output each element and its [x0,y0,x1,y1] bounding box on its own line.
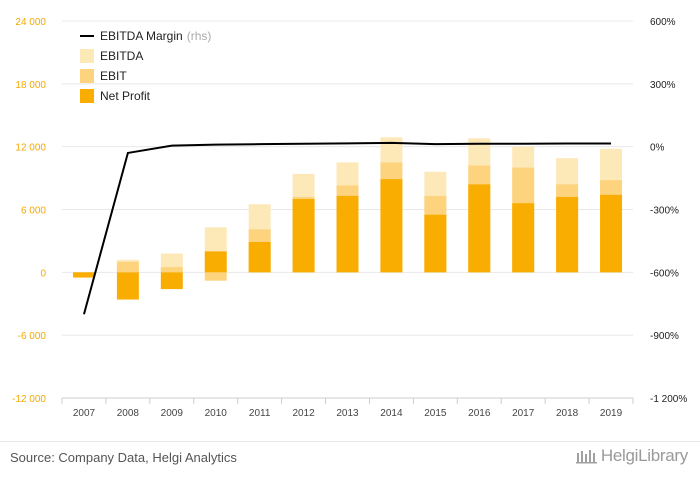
bar-net-profit [336,195,359,273]
bar-net-profit [468,184,491,273]
x-tick-label: 2014 [380,408,403,419]
y2-tick-label: -1 200% [650,394,687,405]
bar-net-profit [380,179,403,273]
helgi-logo: HelgiLibrary [575,446,688,466]
x-tick-label: 2007 [73,408,96,419]
bar-net-profit [600,194,623,273]
bar-net-profit [72,272,95,278]
margin-line [82,141,612,315]
axes: -12 000 -6 000 0 6 000 12 000 18 000 24 000 -1 … [12,17,687,419]
y2-tick-label: 600% [650,17,676,28]
y-tick-label: 6 000 [21,206,46,217]
bar-ebit [160,267,183,273]
library-icon [575,450,597,464]
y2-tick-label: 0% [650,143,665,154]
bar-net-profit [160,272,183,290]
x-tick-label: 2010 [205,408,228,419]
y-tick-label: -12 000 [12,394,46,405]
x-tick-label: 2018 [556,408,579,419]
x-tick-label: 2019 [600,408,623,419]
y-tick-label: -6 000 [18,331,47,342]
legend-label: EBITDA Margin (rhs) [100,29,211,43]
bar-net-profit [512,203,535,273]
legend-swatch [80,49,94,63]
bar-net-profit [248,241,271,273]
legend-label: Net Profit [100,89,151,103]
ebitda-chart: -12 000 -6 000 0 6 000 12 000 18 000 24 000 -1 … [12,17,687,419]
bar-net-profit [292,199,315,273]
bars [72,137,623,300]
y2-tick-label: -900% [650,331,679,342]
y2-tick-label: -600% [650,268,679,279]
y2-tick-label: 300% [650,80,676,91]
bar-ebit [204,272,227,281]
x-tick-label: 2013 [336,408,359,419]
x-tick-label: 2016 [468,408,491,419]
bar-net-profit [556,196,579,273]
footer-divider [0,441,700,442]
line-ebitda-margin [82,141,612,315]
y-tick-label: 18 000 [15,80,46,91]
source-note: Source: Company Data, Helgi Analytics [10,450,237,465]
legend: EBITDA Margin (rhs) EBITDA EBIT Net Profit [80,29,211,103]
bar-net-profit [424,214,447,273]
x-tick-label: 2009 [161,408,184,419]
x-tick-label: 2008 [117,408,140,419]
logo-text: HelgiLibrary [600,446,688,465]
bar-ebit [116,261,139,273]
bar-net-profit [116,272,139,300]
y-tick-label: 24 000 [15,17,46,28]
legend-swatch [80,89,94,103]
y2-tick-label: -300% [650,206,679,217]
x-tick-label: 2012 [292,408,315,419]
y-tick-label: 0 [40,268,46,279]
y-tick-label: 12 000 [15,143,46,154]
x-tick-label: 2011 [249,408,271,419]
legend-swatch [80,69,94,83]
bar-net-profit [204,251,227,273]
legend-label: EBITDA [100,49,143,63]
x-tick-label: 2017 [512,408,535,419]
x-tick-label: 2015 [424,408,447,419]
legend-label: EBIT [100,69,127,83]
